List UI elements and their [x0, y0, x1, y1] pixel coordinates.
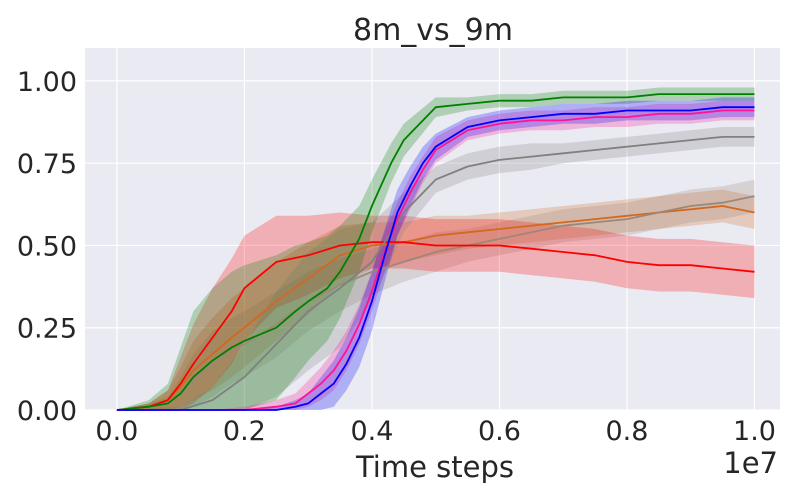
x-axis-label: Time steps [355, 450, 514, 484]
series-line [116, 106, 755, 411]
series-band [116, 100, 755, 410]
grid [85, 48, 780, 411]
x-tick-label: 0.4 [350, 416, 393, 447]
series-band [116, 179, 755, 410]
series-line [116, 195, 755, 411]
series-band [116, 87, 755, 410]
series-lines [116, 93, 755, 411]
y-tick-label: 1.00 [17, 67, 77, 98]
series-line [116, 135, 755, 411]
y-tick-labels: 0.00 0.25 0.50 0.75 1.00 [17, 67, 77, 427]
y-tick-label: 0.75 [17, 149, 77, 180]
x-tick-label: 0.0 [95, 416, 138, 447]
chart-title: 8m_vs_9m [353, 13, 513, 48]
y-tick-label: 0.25 [17, 314, 77, 345]
x-tick-label: 0.2 [223, 416, 266, 447]
y-tick-label: 0.50 [17, 231, 77, 262]
series-line [116, 93, 755, 411]
x-tick-label: 1.0 [733, 416, 776, 447]
plot-background [85, 48, 780, 410]
series-band [116, 127, 755, 410]
x-axis-offset-label: 1e7 [723, 446, 778, 480]
x-tick-label: 0.8 [605, 416, 648, 447]
x-tick-labels: 0.0 0.2 0.4 0.6 0.8 1.0 [95, 416, 776, 447]
y-tick-label: 0.00 [17, 396, 77, 427]
x-tick-label: 0.6 [478, 416, 521, 447]
series-line [116, 109, 755, 411]
